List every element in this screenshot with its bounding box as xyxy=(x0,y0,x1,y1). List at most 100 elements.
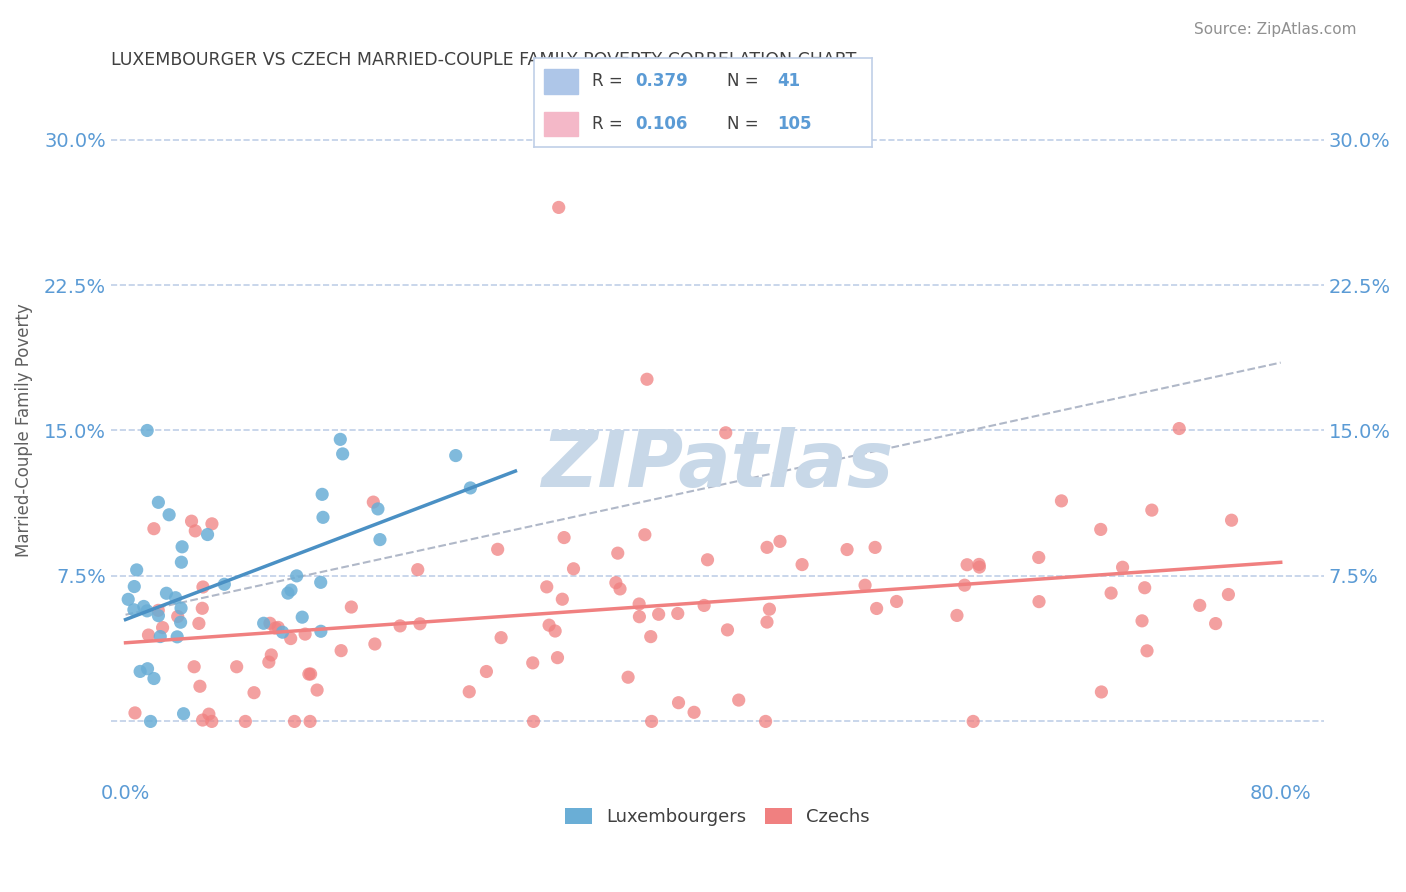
Point xyxy=(188,679,211,693)
Point xyxy=(183,659,205,673)
Point xyxy=(1130,614,1153,628)
Point xyxy=(136,424,159,438)
Point xyxy=(294,627,316,641)
Text: 41: 41 xyxy=(778,71,800,90)
Point xyxy=(330,643,353,657)
Point xyxy=(173,706,195,721)
Point xyxy=(198,707,221,722)
Point xyxy=(148,603,170,617)
Point xyxy=(522,656,544,670)
Point xyxy=(716,623,738,637)
Point xyxy=(298,667,321,681)
Point xyxy=(136,662,159,676)
Point xyxy=(312,510,335,524)
Point xyxy=(617,670,640,684)
Point xyxy=(155,586,177,600)
Point xyxy=(165,591,187,605)
Point xyxy=(755,714,778,729)
Point xyxy=(149,630,172,644)
Point xyxy=(172,540,194,554)
Point xyxy=(1205,616,1227,631)
Point xyxy=(191,580,214,594)
Point xyxy=(1028,594,1050,608)
Point xyxy=(1133,581,1156,595)
Point xyxy=(307,683,329,698)
Point xyxy=(956,558,979,572)
Point xyxy=(953,578,976,592)
Point xyxy=(640,630,662,644)
Point xyxy=(636,372,658,386)
Point xyxy=(544,624,567,638)
Point xyxy=(458,685,481,699)
Point xyxy=(714,425,737,440)
Point xyxy=(696,553,718,567)
Point xyxy=(267,620,290,634)
Point xyxy=(187,616,209,631)
Point xyxy=(522,714,544,729)
Point xyxy=(727,693,749,707)
Point xyxy=(1099,586,1122,600)
Point xyxy=(666,607,689,621)
Point xyxy=(201,516,224,531)
Point xyxy=(235,714,257,729)
Point xyxy=(243,686,266,700)
Point xyxy=(693,599,716,613)
Point xyxy=(758,602,780,616)
Point xyxy=(1218,587,1240,601)
Point xyxy=(139,714,162,729)
Point xyxy=(769,534,792,549)
Point xyxy=(125,563,148,577)
Point xyxy=(628,609,651,624)
Text: N =: N = xyxy=(727,115,763,134)
Point xyxy=(257,655,280,669)
Point xyxy=(280,583,302,598)
Point xyxy=(309,624,332,639)
FancyBboxPatch shape xyxy=(544,69,578,94)
Point xyxy=(201,714,224,729)
Point xyxy=(668,696,690,710)
Point xyxy=(138,628,160,642)
Point xyxy=(647,607,669,622)
Point xyxy=(406,563,429,577)
Point xyxy=(184,524,207,538)
Text: LUXEMBOURGER VS CZECH MARRIED-COUPLE FAMILY POVERTY CORRELATION CHART: LUXEMBOURGER VS CZECH MARRIED-COUPLE FAM… xyxy=(111,51,856,69)
Point xyxy=(367,502,389,516)
Text: R =: R = xyxy=(592,71,627,90)
Point xyxy=(271,625,294,640)
Point xyxy=(136,604,159,618)
Point xyxy=(486,542,509,557)
Point xyxy=(329,433,352,447)
Point xyxy=(197,527,219,541)
Point xyxy=(332,447,354,461)
Point xyxy=(152,621,174,635)
Point xyxy=(148,608,170,623)
Point xyxy=(299,667,322,681)
Point xyxy=(1168,421,1191,435)
Point xyxy=(551,592,574,607)
Point xyxy=(1028,550,1050,565)
Point xyxy=(886,594,908,608)
Point xyxy=(124,706,146,720)
Point xyxy=(444,449,467,463)
Point xyxy=(1220,513,1243,527)
Point xyxy=(142,672,165,686)
Point xyxy=(291,610,314,624)
Point xyxy=(170,555,193,569)
Point xyxy=(169,615,191,630)
Point xyxy=(142,522,165,536)
Point xyxy=(562,562,585,576)
Text: 105: 105 xyxy=(778,115,811,134)
Point xyxy=(609,582,631,596)
Point xyxy=(1140,503,1163,517)
Text: ZIPatlas: ZIPatlas xyxy=(541,427,894,503)
Point xyxy=(683,706,706,720)
Point xyxy=(969,560,991,574)
Point xyxy=(285,569,308,583)
Text: N =: N = xyxy=(727,71,763,90)
Point xyxy=(756,541,779,555)
Point xyxy=(863,541,886,555)
Point xyxy=(1090,523,1112,537)
Point xyxy=(946,608,969,623)
Point xyxy=(1111,560,1133,574)
Point xyxy=(283,714,305,729)
